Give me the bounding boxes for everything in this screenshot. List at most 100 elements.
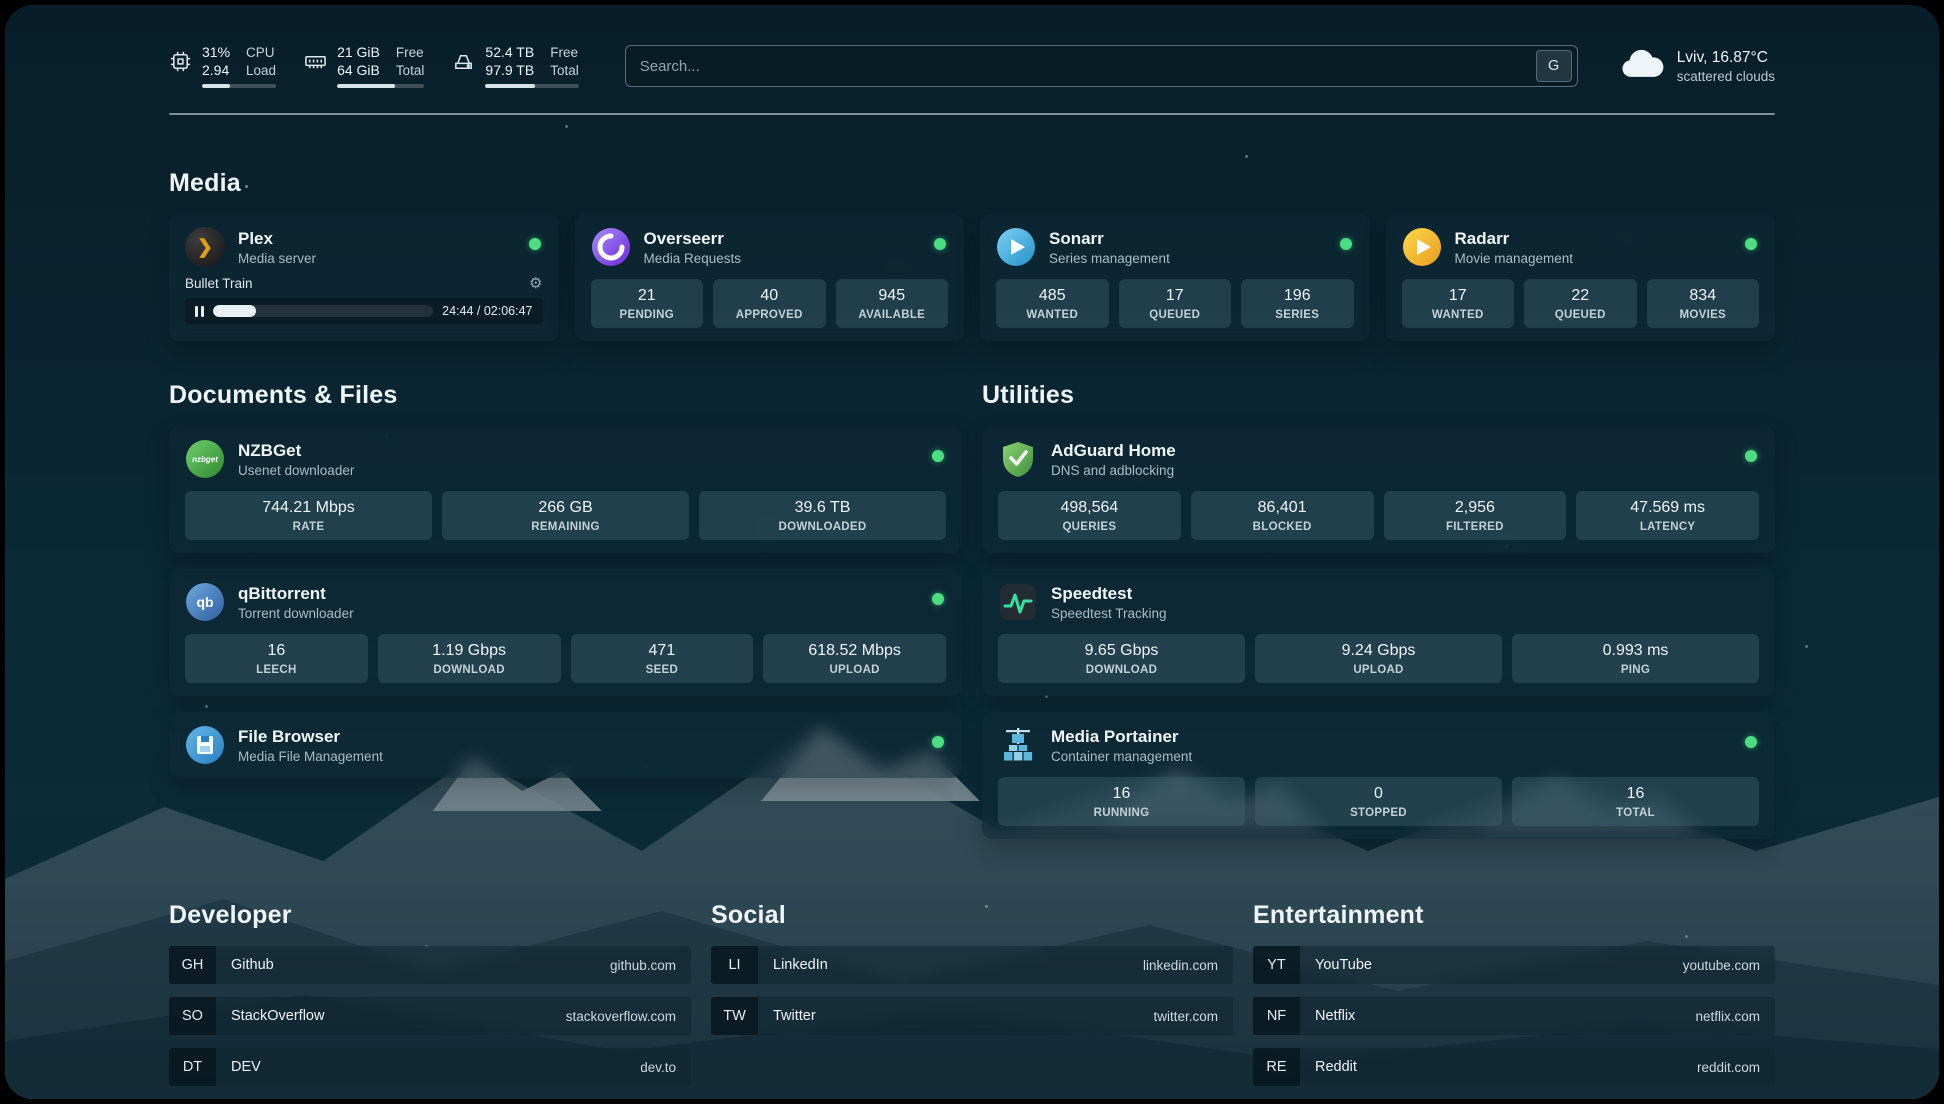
radarr-stat-queued: 22 QUEUED xyxy=(1524,279,1637,328)
portainer-stat-running: 16 RUNNING xyxy=(998,777,1245,826)
disk-label-1: Free xyxy=(550,45,578,60)
bookmark-youtube[interactable]: YT YouTube youtube.com xyxy=(1253,946,1775,984)
bookmark-reddit[interactable]: RE Reddit reddit.com xyxy=(1253,1048,1775,1086)
service-card-adguard[interactable]: AdGuard Home DNS and adblocking 498,564 … xyxy=(982,426,1775,553)
gear-icon[interactable]: ⚙ xyxy=(529,275,543,292)
qbittorrent-stat-leech: 16 LEECH xyxy=(185,634,368,683)
service-subtitle: DNS and adblocking xyxy=(1051,462,1175,478)
status-dot xyxy=(528,238,541,250)
bookmark-twitter[interactable]: TW Twitter twitter.com xyxy=(711,997,1233,1035)
section-title-utilities: Utilities xyxy=(982,381,1075,409)
service-card-speedtest[interactable]: Speedtest Speedtest Tracking 9.65 Gbps D… xyxy=(982,569,1775,696)
topbar-divider xyxy=(169,113,1775,115)
pause-icon[interactable] xyxy=(195,305,204,317)
cpu-usage-value: 31% xyxy=(202,44,231,60)
service-card-portainer[interactable]: Media Portainer Container management 16 … xyxy=(982,712,1775,839)
nzbget-stat-downloaded: 39.6 TB DOWNLOADED xyxy=(699,491,946,540)
status-dot xyxy=(1339,238,1352,250)
bookmark-name: Netflix xyxy=(1315,1008,1356,1024)
service-name: Radarr xyxy=(1454,228,1510,248)
service-card-radarr[interactable]: Radarr Movie management 17 WANTED 22 QUE… xyxy=(1385,214,1775,341)
bookmark-group-entertainment: Entertainment YT YouTube youtube.com NF … xyxy=(1253,901,1775,1086)
disk-widget: 52.4 TB Free 97.9 TB Total xyxy=(452,44,579,88)
playback-time: 24:44 / 02:06:47 xyxy=(442,304,533,318)
overseerr-icon xyxy=(591,227,631,267)
bookmark-linkedin[interactable]: LI LinkedIn linkedin.com xyxy=(711,946,1233,984)
service-card-nzbget[interactable]: nzbget NZBGet Usenet downloader 744.21 M… xyxy=(169,426,962,553)
ram-progress-bar xyxy=(337,84,425,88)
section-utilities: Utilities AdGuard Home DNS and adblockin… xyxy=(982,381,1775,839)
disk-label-2: Total xyxy=(550,63,579,78)
ram-free-value: 21 GiB xyxy=(337,44,380,60)
service-subtitle: Media File Management xyxy=(238,748,383,764)
adguard-icon xyxy=(998,439,1038,479)
service-subtitle: Movie management xyxy=(1454,250,1574,266)
service-card-qbittorrent[interactable]: qb qBittorrent Torrent downloader 16 LEE… xyxy=(169,569,962,696)
ram-label-1: Free xyxy=(395,45,424,60)
bookmark-name: Twitter xyxy=(773,1008,816,1024)
qbittorrent-stat-download: 1.19 Gbps DOWNLOAD xyxy=(377,634,561,683)
ram-icon xyxy=(304,44,327,78)
bookmark-url: dev.to xyxy=(640,1059,676,1075)
cpu-widget: 31% CPU 2.94 Load xyxy=(169,44,277,88)
bookmark-stackoverflow[interactable]: SO StackOverflow stackoverflow.com xyxy=(169,997,691,1035)
bookmark-url: github.com xyxy=(609,957,676,973)
service-name: Plex xyxy=(238,228,273,248)
search-bar[interactable]: G xyxy=(624,45,1578,87)
bookmark-github[interactable]: GH Github github.com xyxy=(169,946,691,984)
disk-free-value: 52.4 TB xyxy=(485,44,535,60)
service-name: File Browser xyxy=(238,726,341,746)
service-name: Speedtest xyxy=(1051,583,1133,603)
portainer-stat-stopped: 0 STOPPED xyxy=(1255,777,1502,826)
bookmark-group-social: Social LI LinkedIn linkedin.com TW Twitt… xyxy=(711,901,1233,1086)
status-dot xyxy=(932,450,944,462)
filebrowser-icon xyxy=(185,725,225,765)
cpu-label-1: CPU xyxy=(246,45,275,60)
section-title-entertainment: Entertainment xyxy=(1253,901,1424,929)
status-dot xyxy=(932,593,944,605)
weather-condition: scattered clouds xyxy=(1676,68,1775,84)
service-subtitle: Speedtest Tracking xyxy=(1051,605,1167,621)
search-provider-button[interactable]: G xyxy=(1535,50,1572,82)
service-card-plex[interactable]: ❯ Plex Media server Bullet Train ⚙ xyxy=(169,214,559,341)
reddit-icon: RE xyxy=(1253,1048,1300,1086)
status-dot xyxy=(934,238,946,250)
bookmark-netflix[interactable]: NF Netflix netflix.com xyxy=(1253,997,1775,1035)
topbar: 31% CPU 2.94 Load 21 GiB xyxy=(169,39,1775,93)
bookmark-name: Github xyxy=(231,957,274,973)
service-card-sonarr[interactable]: Sonarr Series management 485 WANTED 17 Q… xyxy=(980,214,1370,341)
plex-icon: ❯ xyxy=(185,227,225,267)
stackoverflow-icon: SO xyxy=(169,997,216,1035)
status-dot xyxy=(1745,736,1757,748)
service-card-filebrowser[interactable]: File Browser Media File Management xyxy=(169,712,962,778)
bookmark-url: netflix.com xyxy=(1695,1008,1760,1024)
cpu-icon xyxy=(169,44,192,78)
service-subtitle: Torrent downloader xyxy=(238,605,354,621)
bookmark-dev[interactable]: DT DEV dev.to xyxy=(169,1048,691,1086)
qbittorrent-stat-upload: 618.52 Mbps UPLOAD xyxy=(763,634,946,683)
speedtest-stat-upload: 9.24 Gbps UPLOAD xyxy=(1255,634,1502,683)
section-title-social: Social xyxy=(711,901,786,929)
portainer-icon xyxy=(998,725,1038,765)
bookmark-name: LinkedIn xyxy=(773,957,828,973)
section-title-documents: Documents & Files xyxy=(169,381,398,409)
overseerr-stat-approved: 40 APPROVED xyxy=(713,279,826,328)
service-subtitle: Container management xyxy=(1051,748,1193,764)
now-playing-title: Bullet Train xyxy=(185,276,253,291)
playback-progress-track[interactable] xyxy=(212,305,434,317)
service-card-overseerr[interactable]: Overseerr Media Requests 21 PENDING 40 A… xyxy=(574,214,964,341)
sonarr-stat-queued: 17 QUEUED xyxy=(1118,279,1231,328)
portainer-stat-total: 16 TOTAL xyxy=(1512,777,1759,826)
disk-total-value: 97.9 TB xyxy=(485,62,535,78)
nzbget-icon: nzbget xyxy=(185,439,225,479)
bookmark-url: stackoverflow.com xyxy=(565,1008,676,1024)
github-icon: GH xyxy=(169,946,216,984)
search-input[interactable] xyxy=(639,57,1536,75)
section-title-developer: Developer xyxy=(169,901,292,929)
radarr-stat-wanted: 17 WANTED xyxy=(1401,279,1514,328)
speedtest-icon xyxy=(998,582,1038,622)
svg-text:nzbget: nzbget xyxy=(192,455,218,464)
overseerr-stat-pending: 21 PENDING xyxy=(590,279,703,328)
sonarr-stat-series: 196 SERIES xyxy=(1241,279,1354,328)
ram-total-value: 64 GiB xyxy=(337,62,380,78)
